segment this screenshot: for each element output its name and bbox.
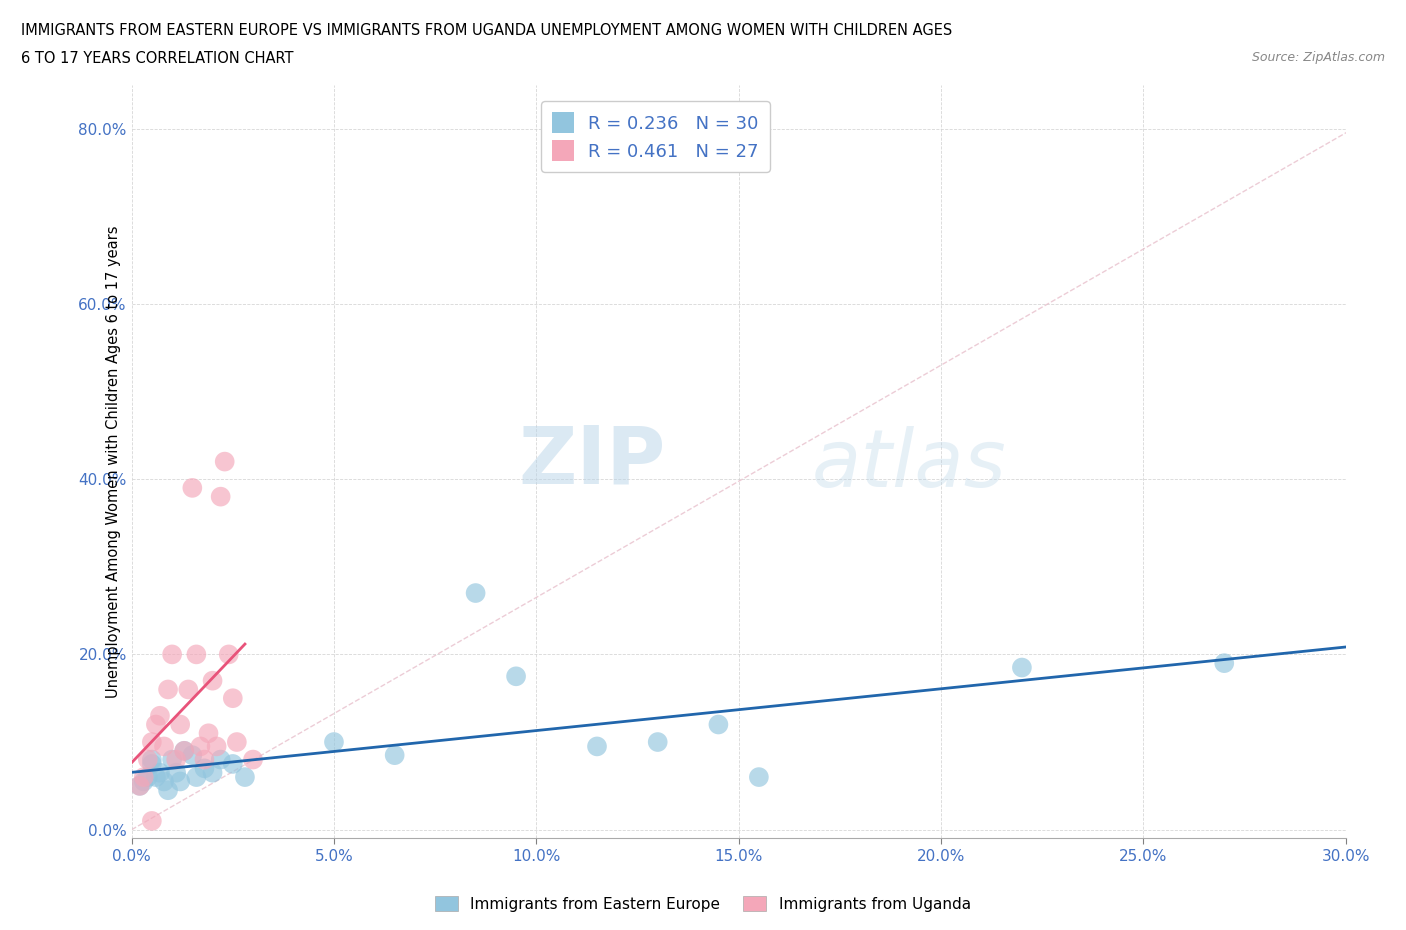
Y-axis label: Unemployment Among Women with Children Ages 6 to 17 years: Unemployment Among Women with Children A… — [105, 225, 121, 698]
Point — [586, 739, 609, 754]
Point — [165, 765, 187, 780]
Point — [218, 647, 240, 662]
Text: 6 TO 17 YEARS CORRELATION CHART: 6 TO 17 YEARS CORRELATION CHART — [21, 51, 294, 66]
Point — [141, 735, 163, 750]
Point — [181, 481, 204, 496]
Point — [169, 717, 191, 732]
Point — [173, 743, 195, 758]
Point — [136, 770, 159, 785]
Point — [193, 761, 215, 776]
Text: IMMIGRANTS FROM EASTERN EUROPE VS IMMIGRANTS FROM UGANDA UNEMPLOYMENT AMONG WOME: IMMIGRANTS FROM EASTERN EUROPE VS IMMIGR… — [21, 23, 952, 38]
Point — [748, 770, 770, 785]
Point — [141, 814, 163, 829]
Point — [201, 673, 224, 688]
Point — [132, 770, 155, 785]
Point — [128, 778, 150, 793]
Point — [186, 647, 208, 662]
Point — [242, 752, 264, 767]
Point — [128, 778, 150, 793]
Point — [173, 743, 195, 758]
Point — [160, 647, 183, 662]
Point — [201, 765, 224, 780]
Point — [209, 489, 232, 504]
Point — [153, 774, 176, 789]
Point — [149, 709, 172, 724]
Point — [225, 735, 247, 750]
Point — [157, 682, 180, 697]
Point — [190, 739, 212, 754]
Point — [181, 748, 204, 763]
Point — [145, 717, 167, 732]
Point — [205, 739, 228, 754]
Point — [141, 756, 163, 771]
Legend: Immigrants from Eastern Europe, Immigrants from Uganda: Immigrants from Eastern Europe, Immigran… — [429, 889, 977, 918]
Point — [222, 691, 245, 706]
Point — [149, 765, 172, 780]
Point — [505, 669, 527, 684]
Text: atlas: atlas — [811, 426, 1007, 504]
Point — [384, 748, 406, 763]
Text: Source: ZipAtlas.com: Source: ZipAtlas.com — [1251, 51, 1385, 64]
Point — [1011, 660, 1033, 675]
Point — [186, 770, 208, 785]
Point — [222, 756, 245, 771]
Point — [233, 770, 256, 785]
Point — [1213, 656, 1236, 671]
Legend: R = 0.236   N = 30, R = 0.461   N = 27: R = 0.236 N = 30, R = 0.461 N = 27 — [541, 101, 769, 172]
Point — [169, 774, 191, 789]
Text: ZIP: ZIP — [519, 422, 666, 500]
Point — [145, 770, 167, 785]
Point — [323, 735, 346, 750]
Point — [209, 752, 232, 767]
Point — [136, 752, 159, 767]
Point — [647, 735, 669, 750]
Point — [132, 774, 155, 789]
Point — [160, 752, 183, 767]
Point — [197, 725, 219, 740]
Point — [177, 682, 200, 697]
Point — [464, 586, 486, 601]
Point — [157, 783, 180, 798]
Point — [707, 717, 730, 732]
Point — [165, 752, 187, 767]
Point — [193, 752, 215, 767]
Point — [141, 752, 163, 767]
Point — [214, 454, 236, 469]
Point — [153, 739, 176, 754]
